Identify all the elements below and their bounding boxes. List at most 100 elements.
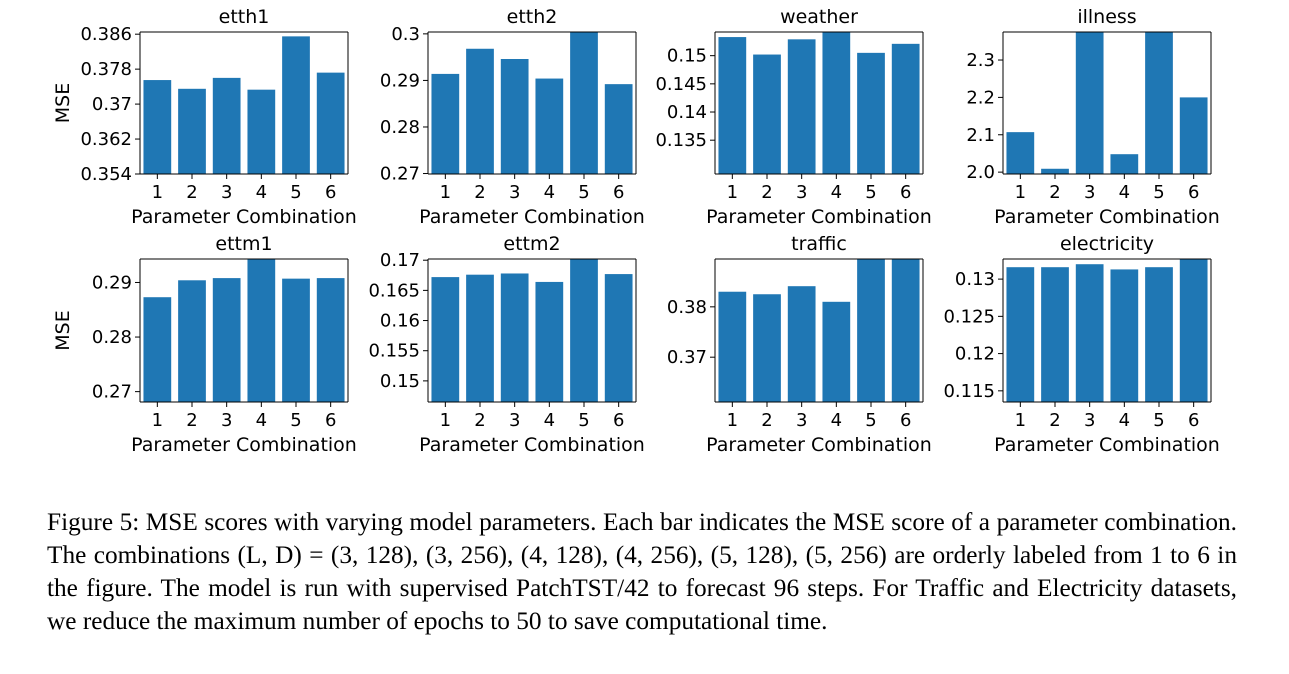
traffic-ytick-label-0: 0.37	[667, 347, 707, 368]
electricity-ytick-label-3: 0.13	[955, 269, 995, 290]
electricity-ytick-label-1: 0.12	[955, 344, 995, 365]
traffic-bar-4	[822, 301, 851, 402]
etth1-bar-1	[143, 80, 172, 174]
ettm2-ytick-label-4: 0.17	[380, 250, 420, 271]
figure: 0.354 0.362 0.37 0.378 0.386 1 2 3 4 5 6 Parameter …	[52, 6, 1220, 456]
ettm1-ytick-label-0: 0.27	[92, 382, 132, 403]
ettm1-bar-3	[212, 278, 241, 402]
weather-title: weather	[780, 6, 858, 28]
ettm1-bar-6	[316, 278, 345, 402]
etth1-xlabel: Parameter Combination	[131, 206, 357, 228]
etth2-xtick-label-1: 2	[474, 182, 485, 203]
traffic-xtick-label-0: 1	[727, 410, 738, 431]
traffic-bar-3	[787, 286, 816, 402]
etth2-bar-5	[570, 32, 598, 174]
ettm1-xtick-label-3: 4	[256, 410, 267, 431]
illness-xtick-label-4: 5	[1153, 182, 1164, 203]
weather-bar-4	[822, 32, 851, 174]
illness-xtick-label-3: 4	[1119, 182, 1130, 203]
illness-ytick-label-2: 2.2	[966, 87, 995, 108]
ettm2-xtick-label-3: 4	[544, 410, 555, 431]
etth1-bar-6	[316, 72, 345, 174]
ettm1-xtick-label-2: 3	[221, 410, 232, 431]
etth1-ylabel: MSE	[52, 83, 74, 123]
etth1-xtick-label-1: 2	[186, 182, 197, 203]
electricity-bar-6	[1179, 259, 1208, 402]
ettm2-bar-3	[500, 273, 529, 402]
etth2-ytick-label-2: 0.29	[380, 70, 420, 91]
etth2-ytick-label-1: 0.28	[380, 117, 420, 138]
weather-xtick-label-4: 5	[865, 182, 876, 203]
electricity-bar-2	[1041, 267, 1069, 402]
weather-xtick-label-2: 3	[796, 182, 807, 203]
ettm1-xtick-label-5: 6	[325, 410, 336, 431]
etth2-xlabel: Parameter Combination	[419, 206, 645, 228]
etth1-ytick-label-2: 0.37	[92, 94, 132, 115]
etth2-xtick-label-3: 4	[544, 182, 555, 203]
illness-ytick-label-0: 2.0	[966, 162, 995, 183]
weather-bar-1	[718, 37, 747, 174]
etth2-ytick-label-3: 0.3	[391, 24, 420, 45]
weather-ytick-label-2: 0.145	[655, 74, 707, 95]
ettm1-ylabel: MSE	[52, 310, 74, 350]
etth1-bar-4	[247, 89, 276, 174]
etth1-bar-3	[212, 77, 241, 174]
traffic-ytick-label-1: 0.38	[667, 297, 707, 318]
electricity-xtick-label-1: 2	[1049, 410, 1060, 431]
etth2-ytick-label-0: 0.27	[380, 164, 420, 185]
ettm2-ytick-label-1: 0.155	[368, 341, 420, 362]
ettm2-ytick-label-2: 0.16	[380, 311, 420, 332]
etth1-xtick-label-3: 4	[256, 182, 267, 203]
electricity-xtick-label-5: 6	[1188, 410, 1199, 431]
weather-xtick-label-5: 6	[900, 182, 911, 203]
illness-xlabel: Parameter Combination	[994, 206, 1220, 228]
etth2-xtick-label-2: 3	[509, 182, 520, 203]
weather-ytick-label-3: 0.15	[667, 46, 707, 67]
traffic-bar-6	[891, 259, 920, 402]
etth1-bar-5	[282, 36, 310, 174]
figure-caption: Figure 5: MSE scores with varying model …	[47, 508, 1237, 635]
ettm1-bar-2	[178, 280, 206, 402]
weather-ytick-label-0: 0.135	[655, 130, 707, 151]
weather-xtick-label-1: 2	[761, 182, 772, 203]
etth1-xtick-label-0: 1	[152, 182, 163, 203]
weather-bar-5	[857, 52, 885, 174]
etth2-bar-2	[466, 48, 494, 174]
etth1-ytick-label-4: 0.386	[80, 24, 132, 45]
ettm2-xtick-label-5: 6	[613, 410, 624, 431]
illness-bar-2	[1041, 168, 1069, 174]
electricity-title: electricity	[1060, 233, 1154, 255]
ettm1-xtick-label-1: 2	[186, 410, 197, 431]
traffic-title: traffic	[791, 233, 847, 255]
etth1-bar-2	[178, 88, 206, 174]
traffic-xtick-label-2: 3	[796, 410, 807, 431]
etth1-xtick-label-5: 6	[325, 182, 336, 203]
electricity-xtick-label-3: 4	[1119, 410, 1130, 431]
electricity-bar-5	[1145, 267, 1173, 402]
ettm1-ytick-label-1: 0.28	[92, 327, 132, 348]
traffic-xtick-label-4: 5	[865, 410, 876, 431]
electricity-bar-4	[1110, 269, 1139, 402]
etth1-ytick-label-3: 0.378	[80, 59, 132, 80]
illness-bar-6	[1179, 97, 1208, 174]
etth2-xtick-label-0: 1	[440, 182, 451, 203]
ettm1-xtick-label-4: 5	[290, 410, 301, 431]
weather-ytick-label-1: 0.14	[667, 102, 707, 123]
etth2-xtick-label-5: 6	[613, 182, 624, 203]
ettm2-xtick-label-0: 1	[440, 410, 451, 431]
weather-bar-3	[787, 39, 816, 174]
etth1-xtick-label-4: 5	[290, 182, 301, 203]
electricity-xtick-label-0: 1	[1015, 410, 1026, 431]
ettm2-bar-5	[570, 259, 598, 402]
etth1-title: etth1	[219, 6, 270, 28]
ettm2-xlabel: Parameter Combination	[419, 434, 645, 456]
electricity-ytick-label-2: 0.125	[943, 306, 995, 327]
ettm2-ytick-label-0: 0.15	[380, 371, 420, 392]
illness-xtick-label-2: 3	[1084, 182, 1095, 203]
ettm1-xtick-label-0: 1	[152, 410, 163, 431]
etth2-bar-3	[500, 59, 529, 174]
etth2-title: etth2	[507, 6, 558, 28]
ettm1-bar-5	[282, 278, 310, 402]
ettm2-xtick-label-1: 2	[474, 410, 485, 431]
etth1-ytick-label-1: 0.362	[80, 129, 132, 150]
